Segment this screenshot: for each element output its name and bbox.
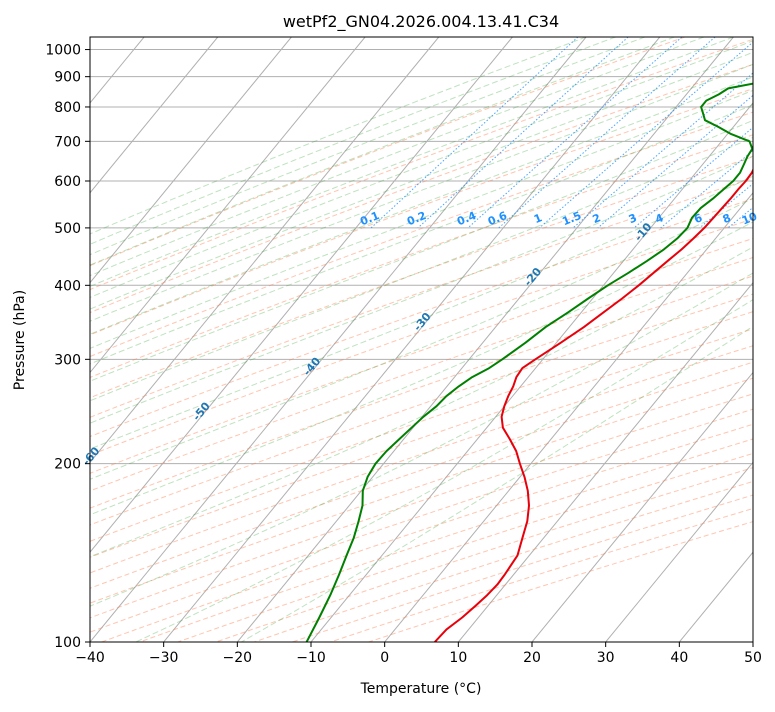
y-tick-label: 300 <box>54 352 81 368</box>
y-tick-label: 900 <box>54 70 81 86</box>
y-tick-label: 1000 <box>45 43 81 59</box>
chart-title: wetPf2_GN04.2026.004.13.41.C34 <box>283 12 559 32</box>
x-tick-label: −20 <box>223 650 253 666</box>
y-tick-label: 800 <box>54 100 81 116</box>
y-tick-label: 500 <box>54 221 81 237</box>
x-tick-label: 30 <box>597 650 615 666</box>
x-tick-label: 0 <box>380 650 389 666</box>
y-tick-label: 200 <box>54 457 81 473</box>
y-tick-label: 700 <box>54 134 81 150</box>
x-tick-label: 10 <box>449 650 467 666</box>
x-tick-label: −10 <box>296 650 326 666</box>
y-tick-label: 600 <box>54 174 81 190</box>
x-tick-label: −30 <box>149 650 179 666</box>
y-tick-label: 400 <box>54 278 81 294</box>
x-axis-label: Temperature (°C) <box>360 681 482 697</box>
y-tick-label: 100 <box>54 635 81 651</box>
y-axis-label: Pressure (hPa) <box>12 290 28 390</box>
x-tick-label: 40 <box>670 650 688 666</box>
x-tick-label: 20 <box>523 650 541 666</box>
x-tick-label: 50 <box>744 650 762 666</box>
x-tick-label: −40 <box>75 650 105 666</box>
